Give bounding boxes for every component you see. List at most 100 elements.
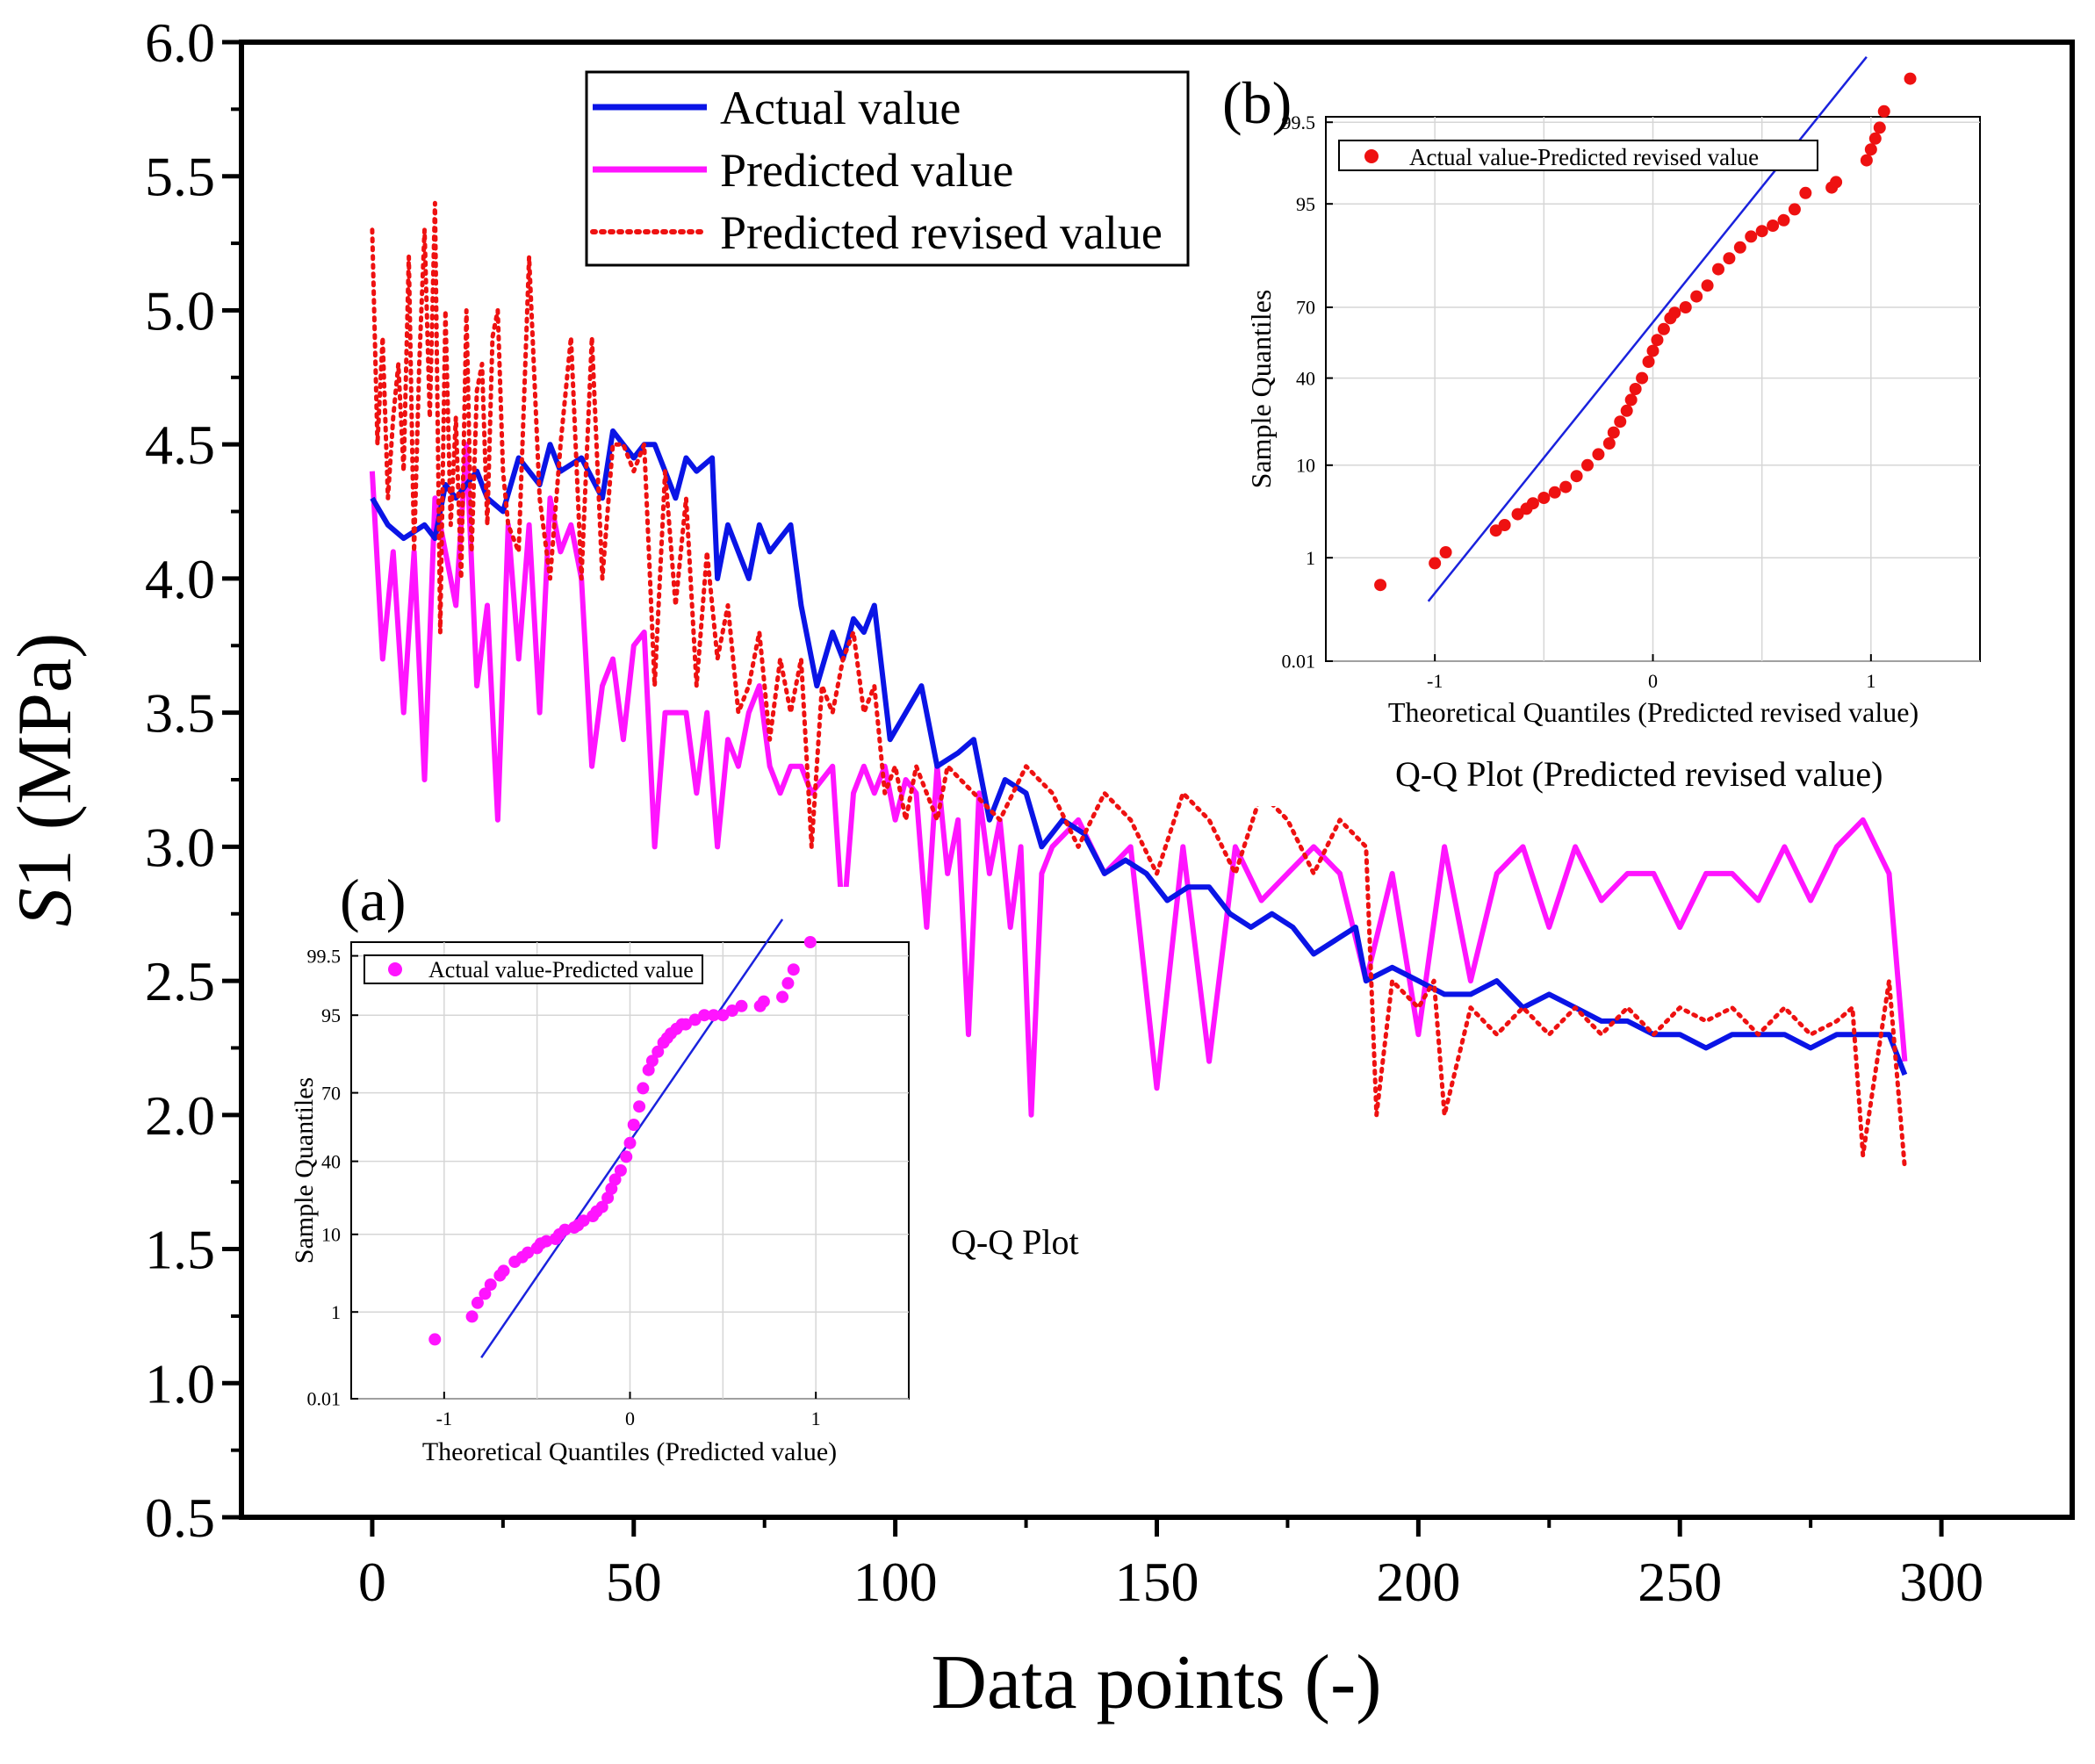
inset-a-legend-box <box>364 954 703 984</box>
inset-b-qq-point <box>1592 448 1605 461</box>
inset-a-qq-point <box>652 1045 665 1058</box>
inset-a-qq-point <box>707 1009 720 1022</box>
inset-b-qq-point <box>1570 470 1583 483</box>
inset-a-qq-point <box>428 1333 442 1346</box>
inset-b-qq-point <box>1723 252 1736 265</box>
main-series-layer <box>369 200 1908 1171</box>
legend-label-predicted: Predicted value <box>720 144 1013 197</box>
inset-b-x-axis-title: Theoretical Quantiles (Predicted revised… <box>1388 696 1919 728</box>
inset-b-y-axis-title: Sample Quantiles <box>1245 290 1277 489</box>
inset-b-qq-point <box>1581 458 1594 472</box>
inset-a-y-tick-label: 10 <box>321 1224 341 1246</box>
inset-b-qq-point <box>1429 557 1442 570</box>
inset-a-x-tick-label: 0 <box>625 1408 635 1429</box>
inset-a-legend-marker <box>388 962 402 976</box>
inset-a-qq-point <box>627 1119 640 1131</box>
inset-a-qq-point <box>803 936 817 948</box>
inset-a-qq-point <box>471 1296 484 1309</box>
inset-a-layer: -1 0 1 0.01 1 10 40 70 95 99.5 <box>307 918 909 1429</box>
inset-a-qq-point <box>522 1246 535 1259</box>
inset-b-legend-marker <box>1364 149 1379 163</box>
y-axis-title-rest: 1 (MPa) <box>3 633 88 889</box>
inset-b-y-tick-label: 70 <box>1296 297 1315 319</box>
inset-b-qq-point <box>1526 497 1539 510</box>
inset-b-qq-point <box>1559 480 1573 493</box>
inset-a-qq-point <box>623 1136 637 1149</box>
x-tick-label: 150 <box>1115 1551 1199 1613</box>
inset-b-qq-point <box>1614 415 1627 428</box>
inset-a-y-tick-label: 1 <box>331 1301 341 1323</box>
x-axis-title: Data points (-) <box>931 1640 1381 1725</box>
y-axis-title: S1 (MPa) <box>3 633 88 927</box>
inset-b-qq-point <box>1537 492 1551 504</box>
y-tick-label: 6.0 <box>145 11 215 74</box>
main-legend: Actual value Predicted value Predicted r… <box>585 70 1190 267</box>
inset-b-qq-point <box>1620 404 1633 417</box>
legend-label-actual: Actual value <box>720 82 961 134</box>
inset-a-qq-point <box>645 1055 659 1068</box>
inset-b-qq-point <box>1904 72 1917 85</box>
inset-b-qq-point <box>1374 579 1387 592</box>
y-tick-label: 1.5 <box>145 1219 215 1281</box>
legend-label-revised: Predicted revised value <box>720 206 1163 259</box>
inset-a-qq-point <box>725 1004 738 1017</box>
x-tick-label: 250 <box>1638 1551 1722 1613</box>
y-tick-label: 0.5 <box>145 1487 215 1549</box>
inset-a-qq-point <box>497 1264 510 1278</box>
inset-a-qq-point <box>558 1223 572 1236</box>
y-tick-label: 4.5 <box>145 414 215 476</box>
main-axis-ticks: 0 50 100 150 200 250 3000.51.01.52.02.53.03.54… <box>145 11 1983 1613</box>
inset-a-panel-label: (a) <box>340 867 406 933</box>
y-tick-label: 5.5 <box>145 146 215 208</box>
inset-a-qq-point <box>716 1009 730 1022</box>
inset-b-qq-point <box>1777 213 1790 227</box>
inset-b-qq-point <box>1877 104 1890 118</box>
inset-a-y-tick-label: 99.5 <box>307 945 342 967</box>
inset-b-y-tick-label: 99.5 <box>1282 112 1316 133</box>
inset-b-y-tick-label: 95 <box>1296 193 1315 215</box>
inset-a-qq-point <box>577 1214 590 1228</box>
inset-a-qq-point <box>484 1278 497 1291</box>
inset-a-y-tick-label: 70 <box>321 1082 341 1104</box>
inset-b-y-tick-label: 10 <box>1296 455 1315 477</box>
inset-b-x-tick-label: 0 <box>1648 670 1658 692</box>
inset-a-qq-point <box>688 1013 702 1026</box>
inset-b-legend-box <box>1338 140 1818 171</box>
inset-a-qq-point <box>608 1173 622 1186</box>
inset-b-qq-point <box>1873 121 1886 134</box>
y-tick-label: 3.5 <box>145 682 215 745</box>
inset-b-qq-point <box>1745 230 1758 243</box>
x-tick-label: 0 <box>358 1551 386 1613</box>
inset-a-qq-point <box>540 1235 553 1248</box>
inset-a-qq-point <box>633 1100 646 1113</box>
series-line-predicted <box>369 442 1908 1118</box>
inset-b-qq-point <box>1602 437 1616 450</box>
inset-a-x-tick-label: 1 <box>811 1408 821 1429</box>
series-line-revised <box>370 200 1907 1171</box>
inset-a-y-tick-label: 40 <box>321 1150 341 1172</box>
inset-b-qq-point <box>1646 344 1659 357</box>
inset-b-qq-point <box>1799 186 1812 199</box>
inset-b-x-tick-label: 1 <box>1866 670 1875 692</box>
inset-a-qq-point <box>465 1310 479 1323</box>
inset-b-qq-point <box>1830 176 1843 189</box>
inset-a-y-axis-title: Sample Quantiles <box>290 1077 319 1264</box>
x-tick-label: 100 <box>853 1551 938 1613</box>
y-tick-label: 2.5 <box>145 950 215 1012</box>
inset-a-x-tick-label: -1 <box>436 1408 452 1429</box>
x-tick-label: 300 <box>1899 1551 1983 1613</box>
inset-b-qq-point <box>1755 225 1768 238</box>
inset-b-qq-point <box>1868 132 1882 145</box>
inset-b-y-tick-label: 1 <box>1306 547 1315 569</box>
inset-b-qq-point <box>1733 241 1746 254</box>
x-tick-label: 200 <box>1376 1551 1460 1613</box>
inset-a-qq-point <box>698 1009 711 1022</box>
inset-a-qq-point <box>735 999 748 1012</box>
inset-a-qq-point <box>637 1082 650 1095</box>
inset-a-qq-point <box>479 1287 492 1300</box>
inset-b-x-tick-label: -1 <box>1427 670 1443 692</box>
inset-b-qq-point <box>1767 220 1780 232</box>
inset-b-qq-point <box>1690 290 1703 303</box>
inset-b-qq-point <box>1860 154 1873 167</box>
